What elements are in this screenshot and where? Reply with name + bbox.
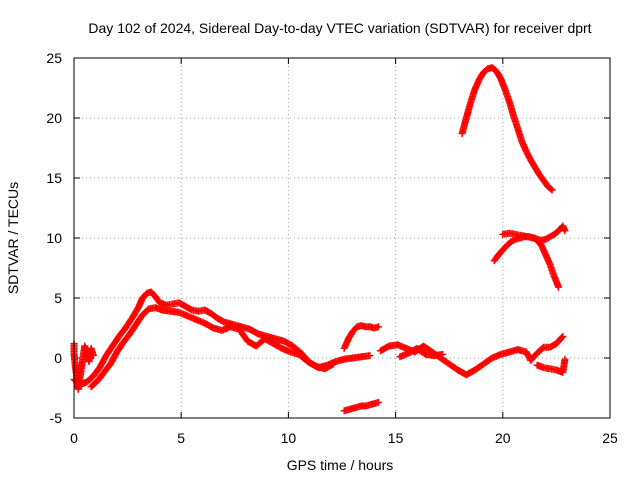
data-point-fill: [558, 334, 566, 342]
series-track-12-14-lower: [340, 398, 382, 415]
x-tick-label: 15: [388, 430, 404, 446]
data-point: [439, 350, 447, 358]
series-track-main-lower: [87, 304, 337, 391]
y-tick-label: -5: [50, 410, 63, 426]
series-track-arch-24: [458, 64, 556, 194]
x-tick-label: 25: [602, 430, 618, 446]
data-point: [366, 352, 374, 360]
series-track-drop-10: [499, 229, 563, 291]
data-point-fill: [547, 185, 555, 193]
series-track-end-low: [533, 355, 569, 376]
data-point: [374, 398, 382, 406]
y-tick-label: 10: [46, 230, 62, 246]
x-axis-label: GPS time / hours: [287, 457, 394, 473]
series-track-15-18-dip: [396, 344, 447, 361]
y-tick-label: 20: [46, 110, 62, 126]
data-point: [548, 186, 556, 194]
x-tick-label: 20: [495, 430, 511, 446]
x-tick-label: 5: [177, 430, 185, 446]
grid-lines: [74, 58, 610, 418]
data-point: [374, 323, 382, 331]
y-axis-label: SDTVAR / TECUs: [5, 182, 21, 294]
y-tick-label: 15: [46, 170, 62, 186]
series-track-12-14-upper: [340, 322, 382, 352]
data-point: [561, 355, 569, 363]
data-point: [329, 360, 337, 368]
y-tick-label: 0: [54, 350, 62, 366]
chart-title: Day 102 of 2024, Sidereal Day-to-day VTE…: [88, 20, 591, 36]
y-tick-label: 5: [54, 290, 62, 306]
x-tick-label: 10: [281, 430, 297, 446]
y-tick-label: 25: [46, 50, 62, 66]
x-tick-label: 0: [70, 430, 78, 446]
data-point: [561, 227, 569, 235]
plot-frame: [73, 57, 611, 419]
data-points: [70, 64, 569, 415]
axis-ticks: 0 5 10 15 20 25 -5 0 5 10 15 20 25: [46, 50, 618, 446]
data-point: [559, 332, 567, 340]
data-point: [555, 283, 563, 291]
data-point: [89, 352, 97, 360]
